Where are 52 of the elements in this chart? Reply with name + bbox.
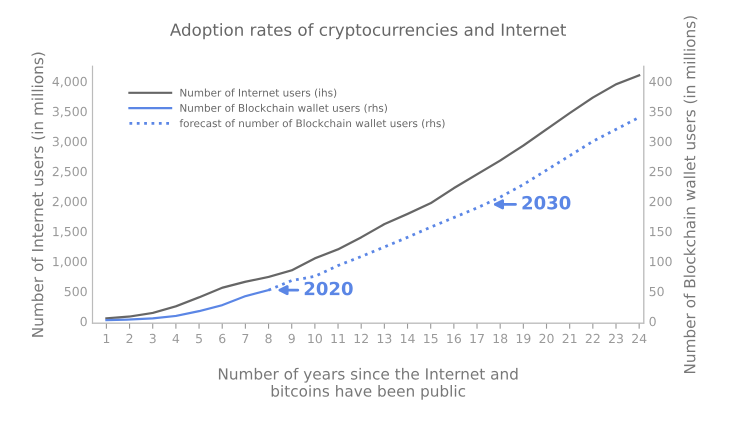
x-tick-label: 1 [104, 334, 110, 344]
x-tick-label: 18 [494, 334, 508, 344]
y-tick-label: 3,000 [52, 136, 87, 148]
y-tick-label: 500 [64, 286, 87, 296]
x-tick-label: 11 [331, 334, 345, 344]
y2-tick-label: 200 [650, 196, 672, 206]
x-tick-label: 15 [424, 334, 438, 344]
line-series [105, 74, 640, 320]
x-tick-label: 3 [150, 334, 156, 344]
x-tick-label: 21 [562, 334, 576, 344]
x-tick-label: 16 [447, 334, 462, 344]
annotation: 2020 [304, 282, 353, 296]
y-tick-label: 1,000 [53, 256, 87, 268]
y-tick-label: 3,500 [52, 106, 87, 118]
x-tick-label: 12 [354, 334, 368, 344]
x-tick-label: 22 [586, 334, 600, 344]
y2-tick-label: 350 [650, 106, 672, 116]
x-tick-label: 20 [539, 334, 554, 344]
x-tick-label: 19 [516, 334, 530, 344]
x-tick-label: 9 [288, 334, 295, 344]
x-tick-label: 6 [219, 334, 226, 344]
y2-tick-label: 100 [650, 256, 672, 266]
x-tick-label: 13 [378, 334, 392, 344]
annotation: 2030 [522, 196, 570, 210]
x-axis-title: Number of years since the Internet and bitcoins have been public [218, 368, 518, 400]
y-tick-label: 2,000 [52, 196, 87, 208]
x-tick-label: 8 [265, 334, 272, 344]
x-tick-label: 5 [196, 334, 202, 344]
y-tick-label: 4,000 [52, 76, 87, 88]
y2-tick-label: 150 [650, 226, 672, 236]
legend-label: Number of Blockchain wallet users (rhs) [180, 104, 387, 114]
y-axis-title: Number of Internet users (in millions) [32, 52, 46, 337]
y-tick-label: 2,500 [52, 166, 87, 178]
x-tick-label: 2 [126, 334, 132, 344]
y-tick-label: 0 [80, 316, 87, 326]
x-tick-label: 23 [608, 334, 623, 344]
chart-title: Adoption rates of cryptocurrencies and Internet [170, 23, 566, 40]
x-tick-label: 4 [172, 334, 180, 344]
y-tick-label: 1,500 [53, 226, 87, 238]
y2-tick-label: 300 [650, 136, 672, 146]
x-tick-label: 14 [400, 334, 415, 344]
legend-label: forecast of number of Blockchain wallet users (rhs) [180, 119, 445, 128]
x-tick-label: 24 [632, 334, 646, 344]
x-tick-label: 17 [470, 334, 484, 344]
y2-tick-label: 250 [650, 166, 672, 176]
y2-tick-label: 400 [649, 76, 672, 86]
x-tick-label: 7 [242, 334, 248, 344]
x-tick-label: 10 [308, 334, 322, 344]
y2-tick-label: 0 [649, 316, 656, 326]
legend-label: Number of Internet users (ihs) [180, 88, 336, 98]
y2-axis-title: Number of Blockchain wallet users (in millions) [684, 16, 698, 374]
y2-tick-label: 50 [650, 286, 664, 296]
